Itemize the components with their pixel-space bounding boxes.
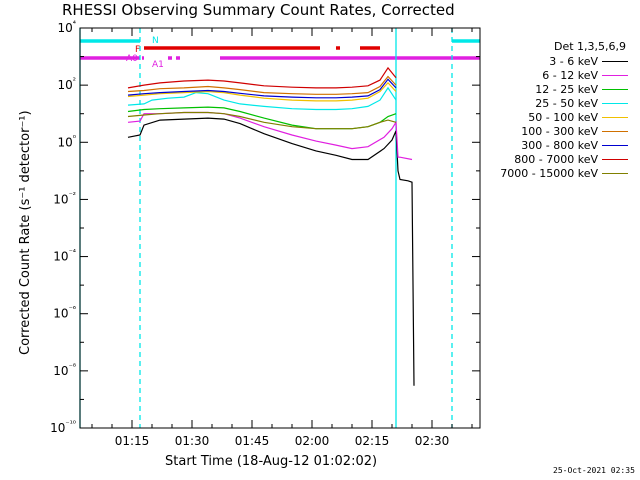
timestamp: 25-Oct-2021 02:35 xyxy=(553,466,635,475)
x-tick-label: 01:15 xyxy=(115,434,150,448)
x-tick-label: 01:45 xyxy=(235,434,270,448)
legend-entry: 25 - 50 keV xyxy=(476,96,628,110)
legend-entry: 12 - 25 keV xyxy=(476,82,628,96)
legend-entry: 300 - 800 keV xyxy=(476,138,628,152)
legend-entry: 6 - 12 keV xyxy=(476,68,628,82)
legend-entry-label: 100 - 300 keV xyxy=(521,124,598,138)
x-tick-label: 02:00 xyxy=(295,434,330,448)
y-tick-label: 10² xyxy=(58,76,77,92)
legend-swatch xyxy=(602,158,628,160)
y-tick-label: 10⁴ xyxy=(58,19,77,35)
x-axis-label: Start Time (18-Aug-12 01:02:02) xyxy=(165,454,378,469)
axes xyxy=(79,27,481,429)
x-tick-label: 01:30 xyxy=(175,434,210,448)
series-line-7 xyxy=(127,78,397,99)
series-lines xyxy=(127,66,415,386)
series-line-1 xyxy=(127,117,415,386)
legend-entry-label: 3 - 6 keV xyxy=(549,54,598,68)
legend-swatch xyxy=(602,102,628,104)
flag-labels: N FA0 A1 xyxy=(126,36,164,70)
y-tick-label: 10⁻⁴ xyxy=(53,248,76,264)
legend-entry: 800 - 7000 keV xyxy=(476,152,628,166)
y-tick-label: 10⁻⁶ xyxy=(53,305,76,321)
legend: Det 1,3,5,6,9 3 - 6 keV 6 - 12 keV 12 - 25… xyxy=(476,40,628,180)
y-tick-label: 10⁻¹⁰ xyxy=(50,419,76,435)
y-axis-label: Corrected Count Rate (s⁻¹ detector⁻¹) xyxy=(18,110,33,355)
flag-label-f: F xyxy=(135,45,140,55)
flag-label-a0: A0 xyxy=(126,54,138,64)
legend-entry-label: 300 - 800 keV xyxy=(521,138,598,152)
legend-title: Det 1,3,5,6,9 xyxy=(553,40,626,53)
legend-entry-label: 12 - 25 keV xyxy=(535,82,598,96)
series-line-9 xyxy=(127,111,397,130)
flag-bars xyxy=(80,39,480,60)
legend-swatch xyxy=(602,88,628,90)
legend-entry-label: 50 - 100 keV xyxy=(528,110,598,124)
vertical-markers xyxy=(79,28,453,428)
legend-entry: 3 - 6 keV xyxy=(476,54,628,68)
chart-title: RHESSI Observing Summary Count Rates, Co… xyxy=(62,1,455,19)
legend-swatch xyxy=(602,74,628,76)
legend-swatch xyxy=(602,60,628,62)
y-tick-label: 10⁻⁸ xyxy=(53,362,76,378)
legend-entry-label: 800 - 7000 keV xyxy=(514,152,598,166)
series-line-8 xyxy=(127,66,397,89)
legend-swatch xyxy=(602,116,628,118)
y-tick-label: 10⁰ xyxy=(58,133,77,149)
flag-label-n: N xyxy=(152,36,159,46)
legend-entry: 100 - 300 keV xyxy=(476,124,628,138)
y-tick-label: 10⁻² xyxy=(53,190,76,206)
legend-entry-label: 25 - 50 keV xyxy=(535,96,598,110)
series-line-4 xyxy=(127,86,397,111)
tick-labels: 10⁴ 10² 10⁰ 10⁻² 10⁻⁴ 10⁻⁶ 10⁻⁸ 10⁻¹⁰ 01:15 01:30… xyxy=(50,19,449,448)
legend-swatch xyxy=(602,130,628,132)
legend-entry: 50 - 100 keV xyxy=(476,110,628,124)
legend-entries: 3 - 6 keV 6 - 12 keV 12 - 25 keV 25 - 50 ke… xyxy=(476,54,628,180)
flag-label-a1: A1 xyxy=(152,60,164,70)
legend-swatch xyxy=(602,172,628,174)
x-tick-label: 02:30 xyxy=(415,434,450,448)
legend-entry: 7000 - 15000 keV xyxy=(476,166,628,180)
x-tick-label: 02:15 xyxy=(355,434,390,448)
series-line-6 xyxy=(127,75,397,95)
legend-entry-label: 6 - 12 keV xyxy=(542,68,598,82)
legend-swatch xyxy=(602,144,628,146)
legend-entry-label: 7000 - 15000 keV xyxy=(500,166,598,180)
series-line-5 xyxy=(127,82,397,102)
